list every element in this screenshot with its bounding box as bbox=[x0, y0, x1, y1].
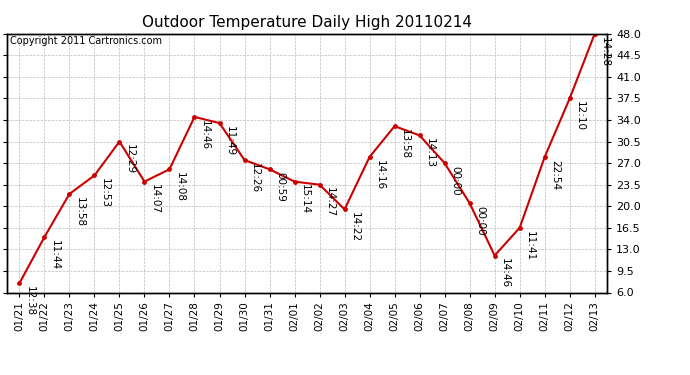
Text: 11:49: 11:49 bbox=[225, 126, 235, 156]
Text: 00:00: 00:00 bbox=[450, 166, 460, 195]
Text: 14:28: 14:28 bbox=[600, 36, 610, 67]
Text: 14:22: 14:22 bbox=[350, 212, 360, 242]
Text: 14:07: 14:07 bbox=[150, 184, 160, 214]
Text: 22:54: 22:54 bbox=[550, 160, 560, 190]
Text: 00:00: 00:00 bbox=[475, 206, 485, 236]
Text: Copyright 2011 Cartronics.com: Copyright 2011 Cartronics.com bbox=[10, 36, 162, 46]
Text: 14:27: 14:27 bbox=[325, 188, 335, 218]
Text: 14:13: 14:13 bbox=[425, 138, 435, 168]
Text: 13:58: 13:58 bbox=[75, 197, 85, 227]
Text: 12:29: 12:29 bbox=[125, 144, 135, 174]
Text: 14:46: 14:46 bbox=[200, 120, 210, 150]
Text: 14:16: 14:16 bbox=[375, 160, 385, 190]
Text: 13:58: 13:58 bbox=[400, 129, 410, 159]
Text: 14:46: 14:46 bbox=[500, 258, 510, 288]
Text: 12:38: 12:38 bbox=[25, 286, 35, 316]
Text: 00:59: 00:59 bbox=[275, 172, 285, 202]
Title: Outdoor Temperature Daily High 20110214: Outdoor Temperature Daily High 20110214 bbox=[142, 15, 472, 30]
Text: 12:53: 12:53 bbox=[100, 178, 110, 209]
Text: 12:10: 12:10 bbox=[575, 101, 585, 131]
Text: 11:44: 11:44 bbox=[50, 240, 60, 270]
Text: 15:14: 15:14 bbox=[300, 184, 310, 214]
Text: 11:41: 11:41 bbox=[525, 231, 535, 261]
Text: 14:08: 14:08 bbox=[175, 172, 185, 202]
Text: 12:26: 12:26 bbox=[250, 163, 260, 193]
